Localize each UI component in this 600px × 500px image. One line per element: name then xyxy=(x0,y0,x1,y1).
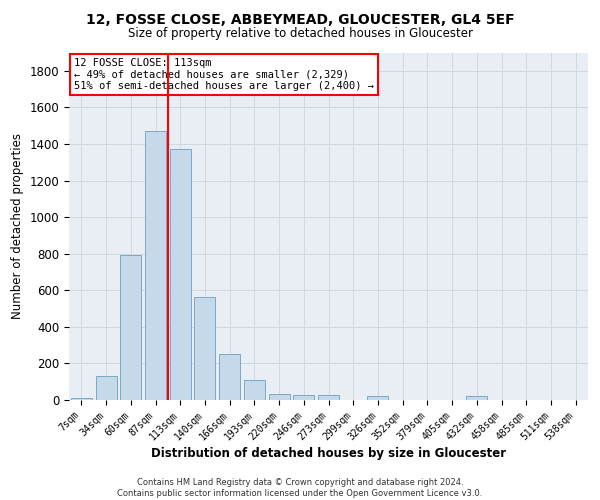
Bar xyxy=(318,394,339,400)
Bar xyxy=(120,254,141,400)
Bar xyxy=(170,150,191,400)
Bar xyxy=(219,354,240,400)
Y-axis label: Number of detached properties: Number of detached properties xyxy=(11,133,24,320)
Bar xyxy=(95,376,116,400)
Text: Contains HM Land Registry data © Crown copyright and database right 2024.
Contai: Contains HM Land Registry data © Crown c… xyxy=(118,478,482,498)
Bar xyxy=(466,396,487,400)
Bar xyxy=(269,394,290,400)
Bar xyxy=(194,296,215,400)
Bar xyxy=(367,396,388,400)
Text: Distribution of detached houses by size in Gloucester: Distribution of detached houses by size … xyxy=(151,448,506,460)
Text: 12, FOSSE CLOSE, ABBEYMEAD, GLOUCESTER, GL4 5EF: 12, FOSSE CLOSE, ABBEYMEAD, GLOUCESTER, … xyxy=(86,12,514,26)
Text: Size of property relative to detached houses in Gloucester: Size of property relative to detached ho… xyxy=(128,28,473,40)
Bar xyxy=(244,380,265,400)
Bar xyxy=(293,394,314,400)
Text: 12 FOSSE CLOSE: 113sqm
← 49% of detached houses are smaller (2,329)
51% of semi-: 12 FOSSE CLOSE: 113sqm ← 49% of detached… xyxy=(74,58,374,91)
Bar xyxy=(71,398,92,400)
Bar xyxy=(145,131,166,400)
